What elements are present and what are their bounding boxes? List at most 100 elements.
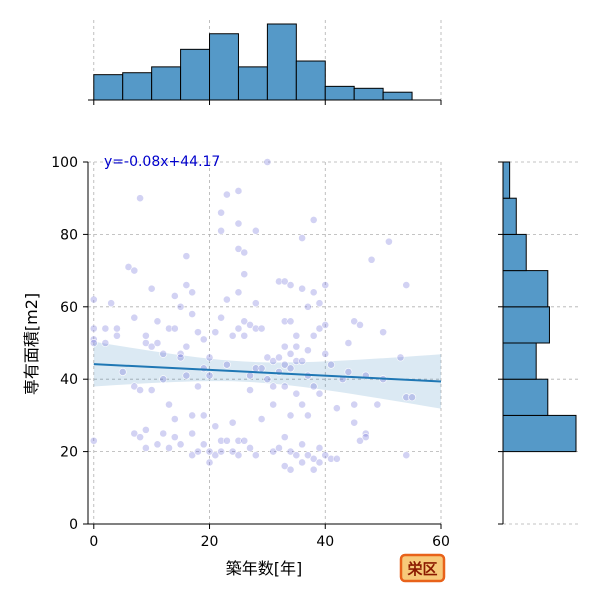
scatter-point: [141, 444, 150, 452]
scatter-point: [217, 447, 225, 456]
scatter-point: [280, 462, 289, 470]
scatter-point: [367, 255, 376, 264]
right-hist-bar: [502, 233, 527, 272]
regression-ci-band: [93, 341, 441, 409]
scatter-point: [327, 454, 335, 463]
scatter-point: [344, 339, 353, 347]
scatter-point: [332, 404, 341, 413]
scatter-point: [118, 368, 127, 376]
scatter-point: [194, 328, 202, 337]
scatter-point: [298, 440, 307, 449]
scatter-point: [228, 447, 237, 456]
regression-equation: y=-0.08x+44.17: [104, 154, 220, 170]
top-hist-bar: [209, 33, 239, 101]
scatter-point: [182, 342, 191, 351]
scatter-point: [124, 263, 133, 271]
scatter-point: [298, 400, 307, 409]
regression-line-group: [93, 363, 442, 383]
scatter-point: [159, 349, 168, 358]
right-hist-bar: [502, 414, 577, 453]
scatter-point: [165, 400, 173, 409]
scatter-point: [263, 158, 272, 166]
scatter-point: [159, 429, 168, 438]
scatter-point: [240, 331, 249, 340]
scatter-point: [136, 433, 144, 442]
scatter-point: [298, 357, 307, 365]
scatter-point: [402, 281, 411, 289]
scatter-point: [269, 357, 278, 365]
scatter-point: [170, 292, 179, 300]
y-axis-label: 専有面積[m2]: [22, 293, 41, 395]
scatter-point: [298, 458, 307, 467]
scatter-point: [251, 226, 260, 235]
scatter-point: [234, 187, 243, 195]
scatter-point: [315, 324, 324, 333]
scatter-point: [130, 382, 139, 391]
scatter-point: [136, 194, 144, 203]
right-hist-bar: [502, 342, 537, 380]
scatter-point: [298, 234, 307, 242]
scatter-point: [286, 281, 295, 289]
scatter-point: [170, 415, 179, 423]
scatter-point: [89, 339, 98, 347]
scatter-point: [257, 415, 266, 423]
scatter-point: [246, 444, 254, 452]
scatter-point: [240, 436, 249, 445]
y-tick-label: 20: [60, 445, 78, 461]
scatter-point: [332, 454, 341, 463]
scatter-point: [217, 313, 225, 322]
scatter-point: [188, 451, 197, 460]
scatter-point: [246, 386, 254, 394]
scatter-point: [89, 324, 98, 333]
scatter-point: [153, 440, 162, 449]
top-hist-bar: [93, 74, 124, 101]
scatter-point: [101, 339, 110, 347]
area-badge: 栄区: [399, 553, 446, 583]
scatter-point: [240, 317, 249, 326]
scatter-point: [188, 429, 197, 438]
scatter-point: [396, 353, 405, 362]
scatter-point: [321, 281, 330, 289]
top-hist-bar: [151, 66, 182, 101]
scatter-point: [408, 393, 416, 402]
scatter-point: [188, 310, 197, 318]
scatter-point: [147, 386, 156, 394]
scatter-point: [309, 454, 318, 463]
scatter-point: [234, 244, 243, 253]
scatter-point: [188, 288, 197, 297]
y-tick-label: 100: [51, 155, 78, 171]
scatter-point: [182, 252, 191, 261]
scatter-point: [251, 324, 260, 333]
confidence-band: [93, 341, 441, 409]
scatter-point: [275, 444, 283, 452]
scatter-point: [379, 328, 388, 337]
scatter-point: [194, 382, 202, 391]
scatter-point: [292, 357, 301, 365]
scatter-point: [159, 375, 168, 384]
scatter-point: [211, 451, 220, 460]
scatter-point: [194, 447, 202, 456]
scatter-point: [240, 270, 249, 279]
scatter-point: [228, 418, 237, 427]
scatter-point: [321, 451, 330, 460]
scatter-point: [234, 324, 243, 333]
scatter-point: [170, 433, 179, 442]
top-hist-bar: [180, 48, 211, 101]
scatter-point: [188, 411, 197, 420]
scatter-point: [361, 433, 370, 442]
tick-labels: 0 20 40 60 0 20 40 60 80 100: [51, 155, 450, 550]
axes: [83, 99, 504, 529]
scatter-point: [280, 382, 289, 391]
scatter-point: [350, 317, 359, 326]
scatter-point: [257, 364, 266, 373]
top-hist-bar: [266, 23, 297, 101]
scatter-point: [286, 349, 295, 358]
scatter-point: [246, 371, 254, 380]
right-hist-bar: [502, 270, 549, 308]
scatter-point: [321, 349, 330, 358]
scatter-point: [321, 320, 330, 329]
top-histogram: [93, 23, 413, 101]
regression-line: [93, 363, 442, 383]
scatter-point: [176, 440, 185, 449]
x-tick-label: 60: [432, 534, 450, 550]
